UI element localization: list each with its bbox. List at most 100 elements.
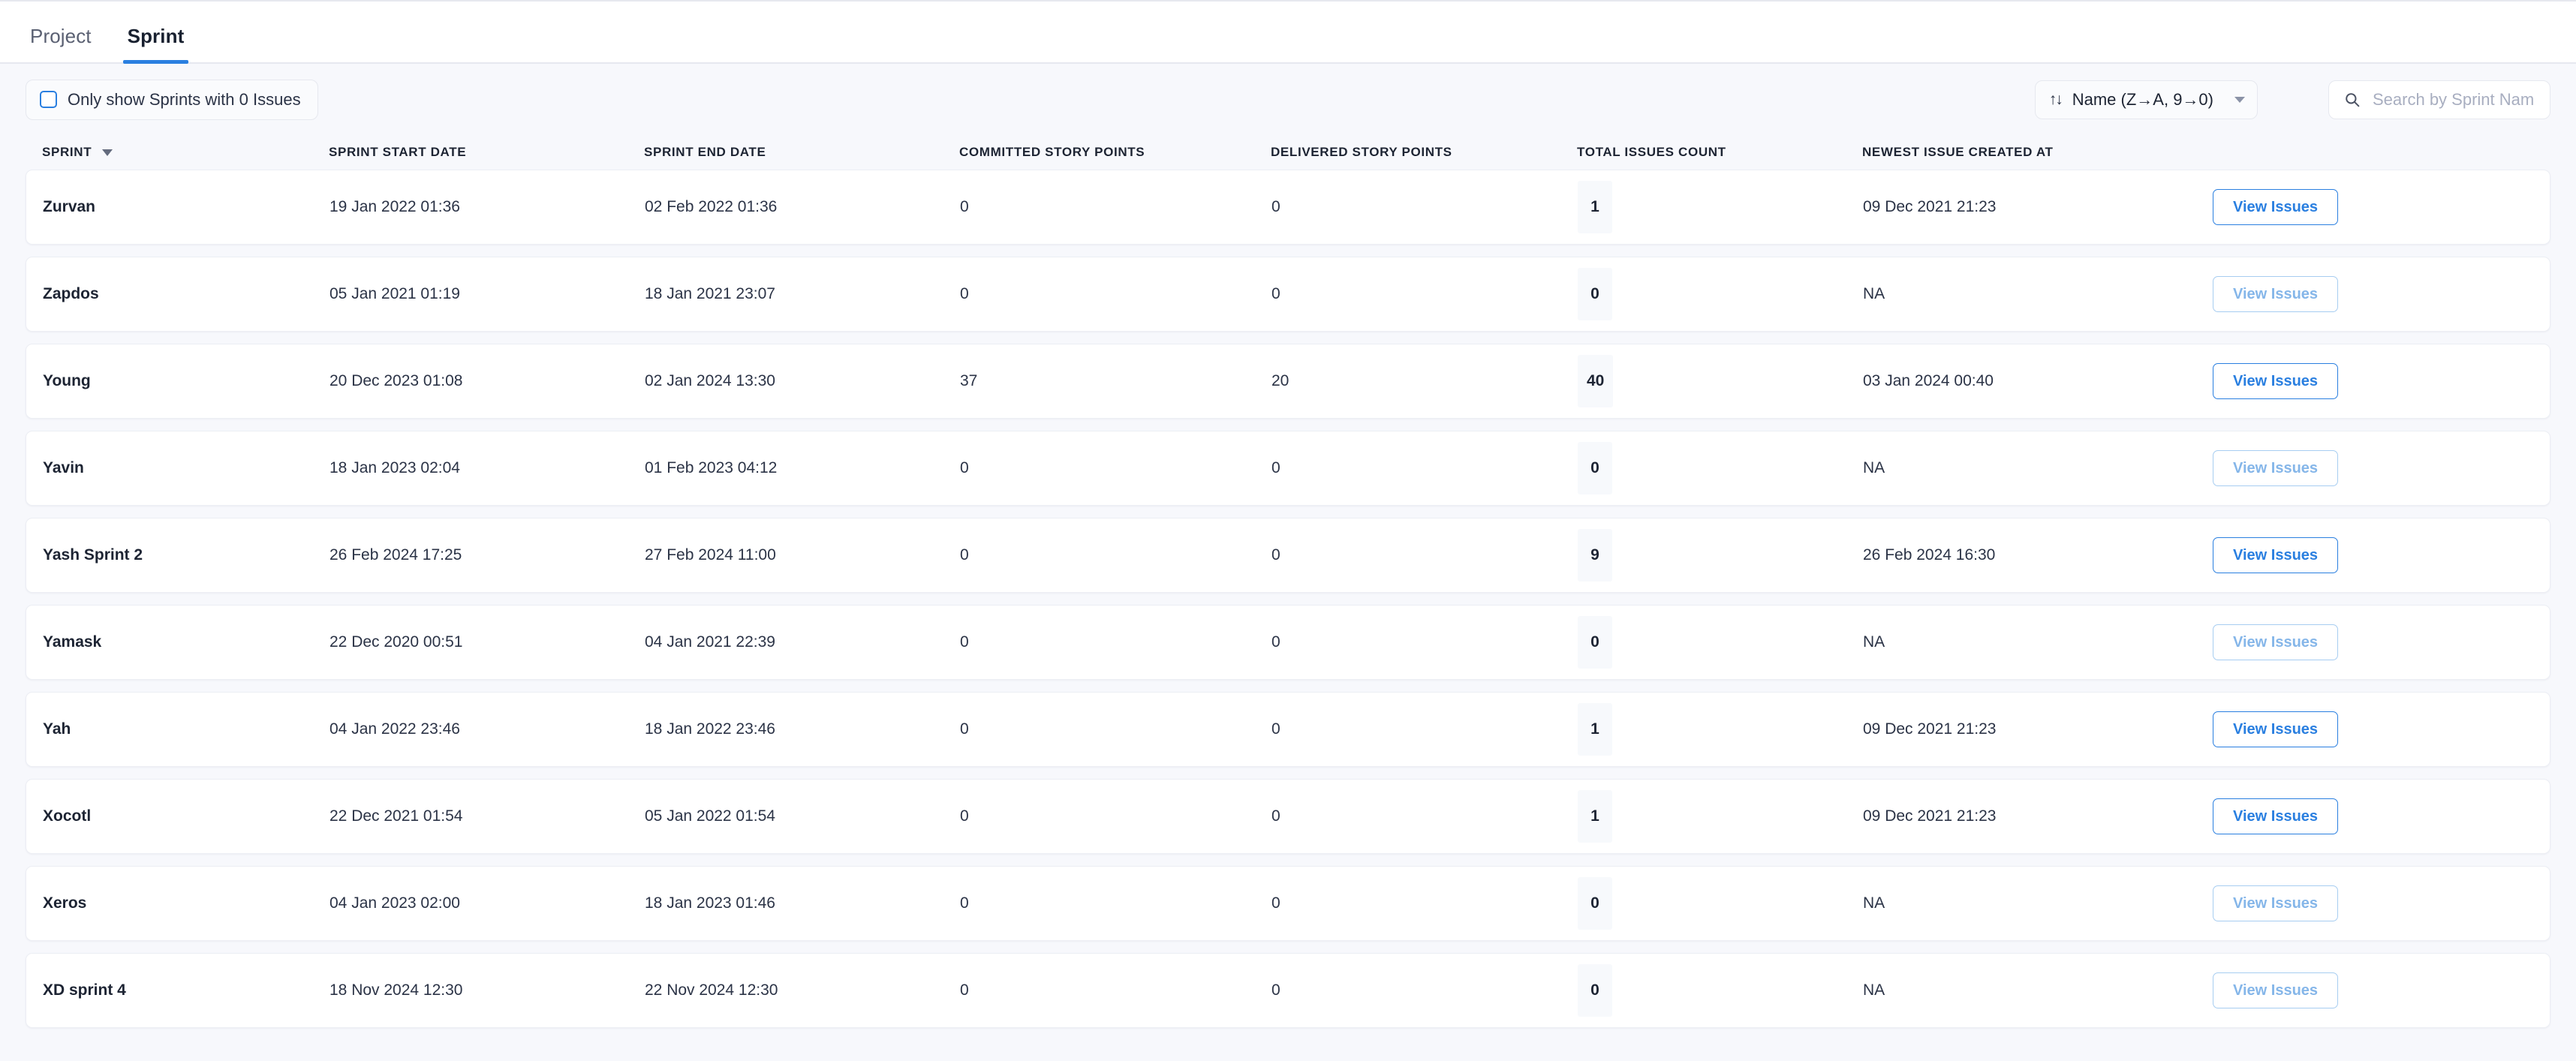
cell-actions: View Issues: [2186, 537, 2550, 573]
column-header-committed-points: COMMITTED STORY POINTS: [959, 145, 1145, 159]
cell-sprint-start-date: 22 Dec 2021 01:54: [330, 807, 645, 825]
cell-committed-points: 0: [960, 720, 1271, 738]
cell-sprint-end-date: 18 Jan 2021 23:07: [645, 285, 960, 303]
cell-delivered-points: 0: [1271, 981, 1578, 999]
total-issues-badge: 40: [1578, 355, 1614, 407]
cell-committed-points: 0: [960, 633, 1271, 651]
cell-actions: View Issues: [2186, 711, 2550, 747]
cell-total-issues-count: 9: [1578, 529, 1863, 582]
cell-actions: View Issues: [2186, 276, 2550, 312]
tab-sprint[interactable]: Sprint: [122, 26, 189, 64]
cell-committed-points-text: 0: [960, 894, 969, 912]
view-issues-button[interactable]: View Issues: [2213, 537, 2339, 573]
cell-newest-issue-created-at-text: 26 Feb 2024 16:30: [1863, 546, 1996, 564]
cell-sprint-name-text: Zurvan: [43, 198, 96, 215]
cell-sprint-end-date-text: 22 Nov 2024 12:30: [645, 981, 778, 999]
cell-newest-issue-created-at-text: NA: [1863, 633, 1885, 651]
cell-sprint-end-date: 22 Nov 2024 12:30: [645, 981, 960, 999]
cell-sprint-end-date-text: 02 Jan 2024 13:30: [645, 372, 775, 389]
total-issues-badge: 1: [1578, 703, 1612, 756]
cell-newest-issue-created-at-text: NA: [1863, 285, 1885, 302]
cell-delivered-points-text: 0: [1271, 807, 1280, 825]
view-issues-button: View Issues: [2213, 276, 2339, 312]
table-row[interactable]: Yash Sprint 2 26 Feb 2024 17:25 27 Feb 202…: [26, 518, 2550, 593]
cell-total-issues-count: 0: [1578, 442, 1863, 494]
chevron-down-icon: [2234, 96, 2245, 103]
tab-project[interactable]: Project: [30, 25, 92, 47]
search-box[interactable]: [2328, 80, 2550, 119]
sprint-table: SPRINT SPRINT START DATE SPRINT END DATE…: [0, 135, 2576, 1028]
sort-desc-caret-icon: [102, 149, 113, 156]
cell-newest-issue-created-at-text: 09 Dec 2021 21:23: [1863, 720, 1997, 738]
cell-newest-issue-created-at: NA: [1863, 459, 2186, 477]
cell-committed-points: 0: [960, 459, 1271, 477]
cell-sprint-start-date: 18 Jan 2023 02:04: [330, 459, 645, 477]
view-issues-button[interactable]: View Issues: [2213, 363, 2339, 399]
view-issues-button[interactable]: View Issues: [2213, 711, 2339, 747]
cell-actions: View Issues: [2186, 885, 2550, 921]
zero-issues-filter-label: Only show Sprints with 0 Issues: [68, 89, 301, 109]
search-input[interactable]: [2373, 89, 2535, 110]
cell-sprint-start-date: 19 Jan 2022 01:36: [330, 198, 645, 216]
cell-sprint-name-text: Xocotl: [43, 807, 92, 825]
cell-delivered-points-text: 0: [1271, 894, 1280, 912]
zero-issues-filter[interactable]: Only show Sprints with 0 Issues: [26, 79, 318, 120]
view-issues-button[interactable]: View Issues: [2213, 798, 2339, 834]
cell-sprint-name: Yavin: [43, 459, 330, 477]
cell-sprint-end-date-text: 02 Feb 2022 01:36: [645, 198, 778, 215]
cell-sprint-start-date: 22 Dec 2020 00:51: [330, 633, 645, 651]
table-row[interactable]: Zurvan 19 Jan 2022 01:36 02 Feb 2022 01:36…: [26, 170, 2550, 245]
cell-delivered-points: 0: [1271, 807, 1578, 825]
table-row[interactable]: Young 20 Dec 2023 01:08 02 Jan 2024 13:30 3…: [26, 344, 2550, 419]
table-row[interactable]: Xocotl 22 Dec 2021 01:54 05 Jan 2022 01:54…: [26, 779, 2550, 854]
cell-sprint-name-text: Yamask: [43, 633, 102, 651]
cell-committed-points-text: 37: [960, 372, 978, 389]
cell-sprint-name: Young: [43, 372, 330, 390]
cell-sprint-start-date-text: 04 Jan 2023 02:00: [330, 894, 460, 912]
total-issues-badge: 0: [1578, 964, 1612, 1017]
column-header-sprint[interactable]: SPRINT: [42, 145, 329, 160]
cell-actions: View Issues: [2186, 972, 2550, 1008]
cell-committed-points: 0: [960, 894, 1271, 912]
cell-delivered-points-text: 0: [1271, 285, 1280, 302]
sort-select[interactable]: ↑↓ Name (Z→A, 9→0): [2034, 80, 2258, 119]
toolbar: Only show Sprints with 0 Issues ↑↓ Name …: [0, 64, 2576, 135]
cell-delivered-points-text: 0: [1271, 981, 1280, 999]
cell-committed-points-text: 0: [960, 720, 969, 738]
table-row[interactable]: Xeros 04 Jan 2023 02:00 18 Jan 2023 01:46 0…: [26, 866, 2550, 941]
table-row[interactable]: Yah 04 Jan 2022 23:46 18 Jan 2022 23:46 0 0 1…: [26, 692, 2550, 767]
table-row[interactable]: Zapdos 05 Jan 2021 01:19 18 Jan 2021 23:07…: [26, 257, 2550, 332]
cell-total-issues-count: 1: [1578, 703, 1863, 756]
cell-sprint-end-date-text: 18 Jan 2021 23:07: [645, 285, 775, 302]
cell-sprint-start-date: 18 Nov 2024 12:30: [330, 981, 645, 999]
view-issues-button[interactable]: View Issues: [2213, 189, 2339, 225]
cell-sprint-end-date-text: 04 Jan 2021 22:39: [645, 633, 775, 651]
column-header-end-date: SPRINT END DATE: [644, 145, 766, 159]
cell-delivered-points: 0: [1271, 459, 1578, 477]
cell-delivered-points-text: 0: [1271, 720, 1280, 738]
cell-sprint-name-text: Young: [43, 372, 91, 389]
cell-actions: View Issues: [2186, 450, 2550, 486]
cell-sprint-name: Xocotl: [43, 807, 330, 825]
cell-sprint-start-date: 04 Jan 2022 23:46: [330, 720, 645, 738]
table-row[interactable]: Yavin 18 Jan 2023 02:04 01 Feb 2023 04:12 0…: [26, 431, 2550, 506]
cell-sprint-start-date-text: 04 Jan 2022 23:46: [330, 720, 460, 738]
cell-delivered-points-text: 0: [1271, 198, 1280, 215]
cell-sprint-start-date-text: 20 Dec 2023 01:08: [330, 372, 463, 389]
table-row[interactable]: XD sprint 4 18 Nov 2024 12:30 22 Nov 2024 …: [26, 953, 2550, 1028]
cell-sprint-name-text: XD sprint 4: [43, 981, 126, 999]
column-header-start-date: SPRINT START DATE: [329, 145, 467, 159]
zero-issues-checkbox[interactable]: [40, 91, 57, 108]
cell-committed-points: 0: [960, 981, 1271, 999]
cell-sprint-name-text: Yah: [43, 720, 71, 738]
cell-sprint-name: Zurvan: [43, 198, 330, 216]
cell-sprint-end-date: 27 Feb 2024 11:00: [645, 546, 960, 564]
total-issues-badge: 0: [1578, 877, 1612, 930]
cell-sprint-name-text: Xeros: [43, 894, 87, 912]
cell-sprint-start-date-text: 22 Dec 2021 01:54: [330, 807, 463, 825]
cell-committed-points-text: 0: [960, 198, 969, 215]
table-row[interactable]: Yamask 22 Dec 2020 00:51 04 Jan 2021 22:39…: [26, 605, 2550, 680]
cell-newest-issue-created-at-text: NA: [1863, 981, 1885, 999]
sort-arrows-icon: ↑↓: [2048, 91, 2063, 108]
